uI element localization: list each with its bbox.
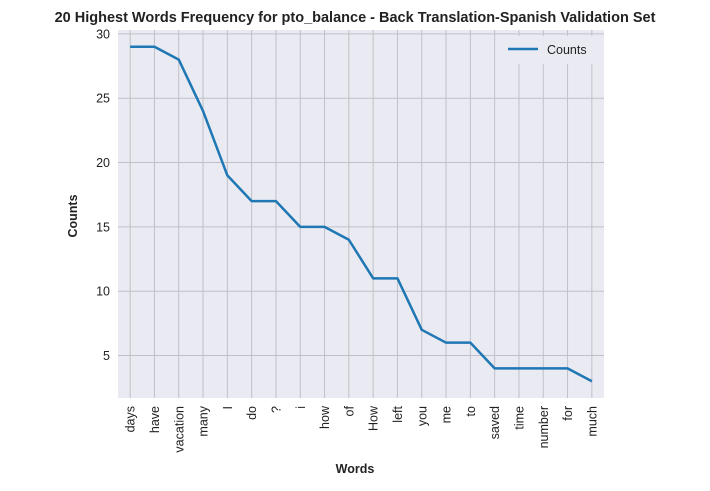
x-tick-label: for (561, 406, 575, 421)
y-axis-label: Counts (66, 194, 80, 237)
y-tick-label: 5 (103, 349, 110, 363)
x-tick-label: to (464, 406, 478, 416)
y-tick-label: 15 (96, 220, 110, 234)
x-tick-label: do (245, 406, 259, 420)
x-tick-label: you (415, 406, 429, 426)
x-tick-label: i (294, 406, 308, 409)
chart-title: 20 Highest Words Frequency for pto_balan… (55, 10, 656, 26)
x-tick-label: How (367, 405, 381, 431)
x-tick-label: number (537, 406, 551, 448)
y-tick-label: 20 (96, 156, 110, 170)
x-tick-label: time (512, 406, 526, 430)
x-tick-label: vacation (172, 406, 186, 453)
x-tick-label: left (391, 405, 405, 422)
y-tick-label: 10 (96, 285, 110, 299)
x-tick-label: many (197, 405, 211, 436)
x-tick-label: much (585, 406, 599, 437)
y-tick-label: 30 (96, 27, 110, 41)
x-tick-label: how (318, 405, 332, 429)
x-tick-label: saved (488, 406, 502, 439)
x-tick-label: of (342, 405, 356, 416)
legend-label: Counts (547, 43, 587, 57)
y-axis-ticks: 5 10 15 20 25 30 (96, 27, 110, 363)
x-tick-label: days (124, 406, 138, 432)
x-tick-label: me (440, 406, 454, 423)
x-tick-label: I (221, 406, 235, 409)
x-tick-label: have (148, 406, 162, 433)
x-tick-label: ? (269, 406, 283, 413)
y-tick-label: 25 (96, 92, 110, 106)
legend: Counts (497, 36, 597, 64)
x-axis-label: Words (336, 462, 375, 476)
